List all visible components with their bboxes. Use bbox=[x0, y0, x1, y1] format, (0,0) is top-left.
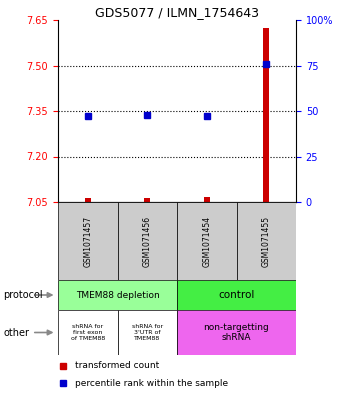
Title: GDS5077 / ILMN_1754643: GDS5077 / ILMN_1754643 bbox=[95, 6, 259, 19]
Text: shRNA for
3'UTR of
TMEM88: shRNA for 3'UTR of TMEM88 bbox=[132, 324, 163, 341]
Bar bbox=[118, 202, 177, 280]
Text: other: other bbox=[3, 327, 29, 338]
Bar bbox=[263, 28, 269, 202]
Bar bbox=[58, 280, 177, 310]
Text: GSM1071456: GSM1071456 bbox=[143, 215, 152, 266]
Text: non-targetting
shRNA: non-targetting shRNA bbox=[204, 323, 269, 342]
Text: GSM1071457: GSM1071457 bbox=[83, 215, 92, 266]
Bar bbox=[204, 196, 210, 202]
Bar bbox=[58, 202, 118, 280]
Text: protocol: protocol bbox=[3, 290, 43, 300]
Text: GSM1071455: GSM1071455 bbox=[262, 215, 271, 266]
Text: transformed count: transformed count bbox=[75, 361, 159, 370]
Bar bbox=[177, 280, 296, 310]
Text: control: control bbox=[218, 290, 255, 300]
Text: shRNA for
first exon
of TMEM88: shRNA for first exon of TMEM88 bbox=[71, 324, 105, 341]
Bar bbox=[85, 198, 91, 202]
Bar bbox=[237, 202, 296, 280]
Bar bbox=[144, 198, 150, 202]
Text: percentile rank within the sample: percentile rank within the sample bbox=[75, 379, 228, 388]
Bar bbox=[58, 310, 118, 355]
Text: TMEM88 depletion: TMEM88 depletion bbox=[75, 290, 159, 299]
Text: GSM1071454: GSM1071454 bbox=[202, 215, 211, 266]
Bar bbox=[177, 202, 237, 280]
Bar bbox=[177, 310, 296, 355]
Bar bbox=[118, 310, 177, 355]
